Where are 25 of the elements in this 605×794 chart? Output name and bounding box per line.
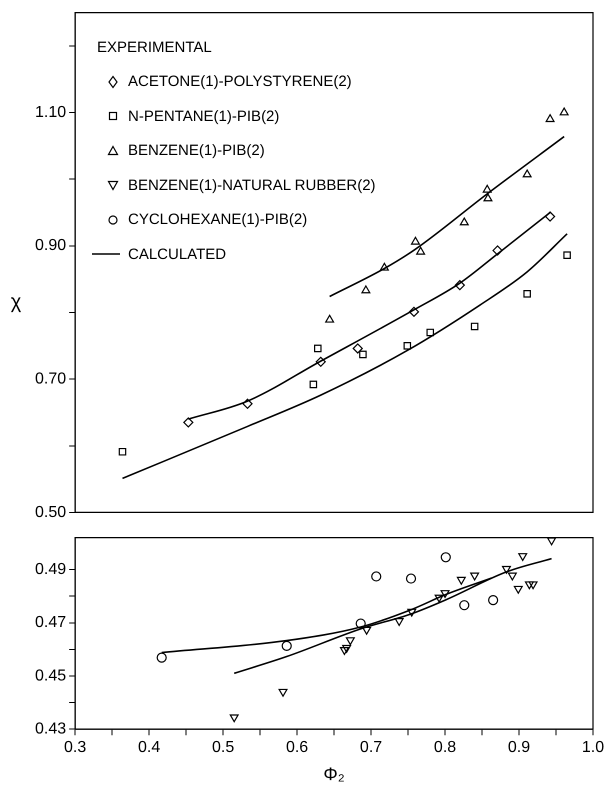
legend-label: CALCULATED	[128, 246, 226, 263]
y-tick-label: 0.47	[35, 614, 66, 632]
y-tick-label: 0.43	[35, 720, 66, 738]
legend-label: BENZENE(1)-NATURAL RUBBER(2)	[128, 176, 376, 194]
x-tick-label: 0.4	[138, 739, 160, 756]
legend-label: CYCLOHEXANE(1)-PIB(2)	[128, 211, 308, 228]
x-tick-label: 1.0	[582, 739, 604, 756]
y-tick-label: 1.10	[35, 104, 66, 121]
x-axis-title: Φ₂	[323, 764, 345, 784]
x-tick-label: 0.3	[64, 739, 86, 756]
legend-label: BENZENE(1)-PIB(2)	[128, 142, 265, 160]
x-tick-label: 0.5	[212, 739, 234, 756]
x-tick-label: 0.8	[434, 739, 456, 756]
y-tick-label: 0.45	[35, 667, 66, 684]
y-tick-label: 0.90	[35, 237, 66, 254]
legend-label: ACETONE(1)-POLYSTYRENE(2)	[128, 73, 352, 90]
y-tick-label: 0.50	[35, 504, 66, 521]
legend-label: N-PENTANE(1)-PIB(2)	[128, 108, 280, 125]
y-axis-title: χ	[10, 291, 22, 313]
y-tick-label: 0.49	[35, 560, 66, 578]
x-tick-label: 0.6	[286, 739, 308, 756]
x-tick-label: 0.9	[508, 739, 530, 756]
x-tick-label: 0.7	[360, 739, 382, 756]
y-tick-label: 0.70	[35, 370, 66, 388]
legend-title: EXPERIMENTAL	[96, 38, 212, 58]
